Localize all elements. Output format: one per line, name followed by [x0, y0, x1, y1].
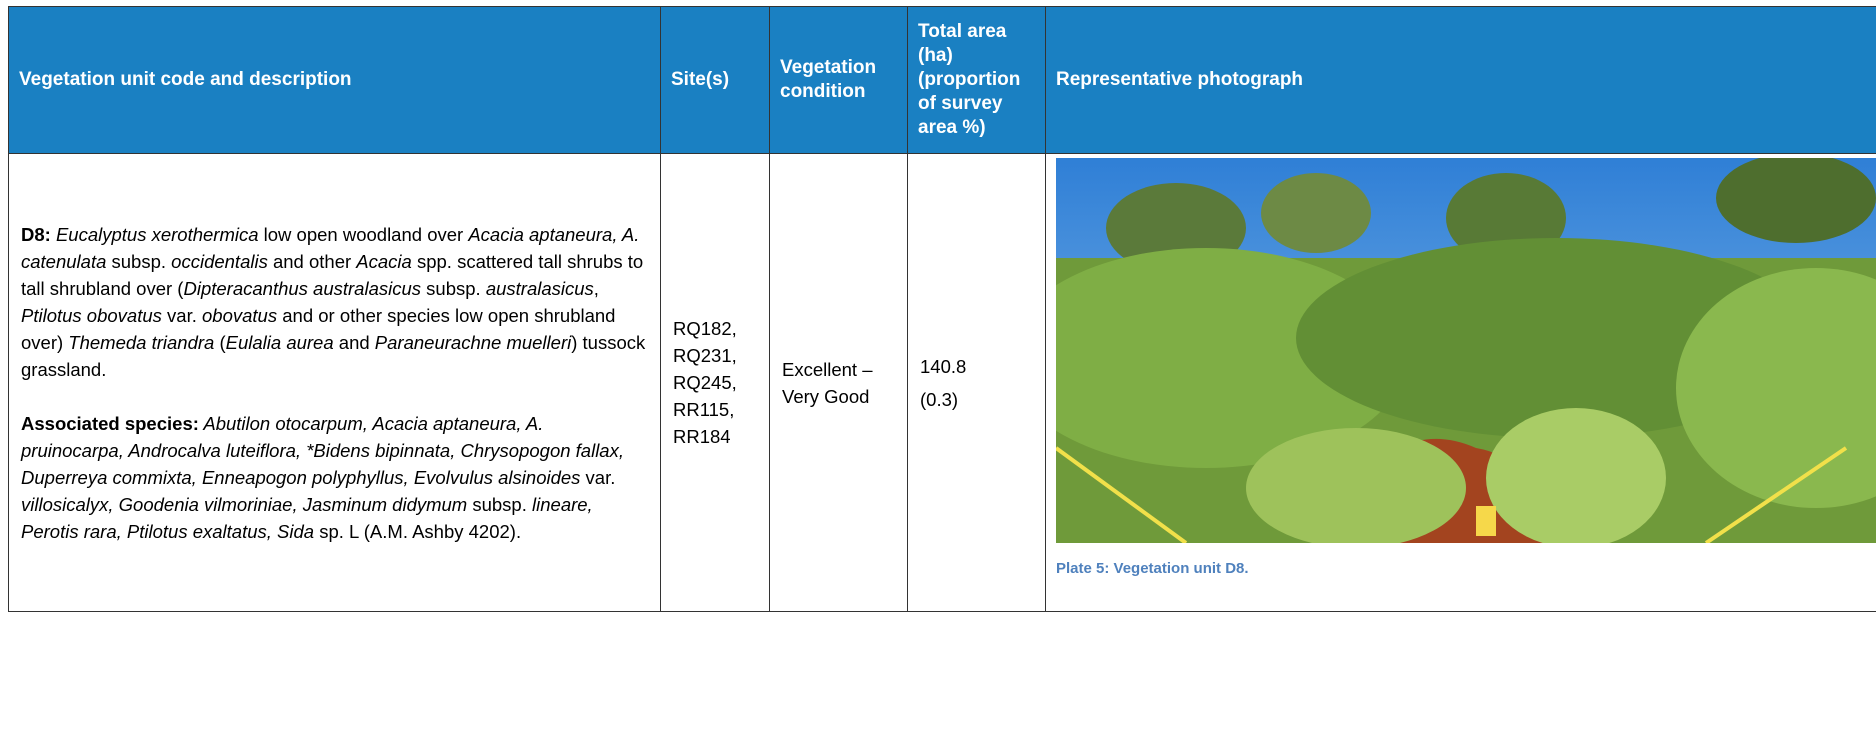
photograph: [1056, 158, 1876, 543]
text-run: Associated species:: [21, 412, 199, 434]
header-text: Vegetation condition: [780, 57, 877, 102]
paragraph: D8: Eucalyptus xerothermica low open woo…: [21, 221, 648, 383]
text-run: Abutilon otocarpum, Acacia aptaneura, A.…: [21, 412, 624, 488]
text-run: Eucalyptus xerothermica: [50, 223, 259, 245]
condition-cell: Excellent – Very Good: [770, 154, 908, 612]
text-run: (: [214, 331, 226, 353]
text-run: Acacia: [356, 250, 412, 272]
header-text: Site(s): [671, 69, 730, 90]
header-text: Representative photograph: [1056, 69, 1304, 90]
text-run: lineare, Perotis rara, Ptilotus exaltatu…: [21, 493, 593, 542]
site: RR115,: [673, 399, 735, 420]
header-cell: Representative photograph: [1046, 6, 1876, 154]
text-run: ,: [593, 277, 599, 299]
text-run: Paraneurachne muelleri: [374, 331, 572, 353]
text-run: subsp.: [467, 493, 533, 515]
site: RQ182,: [673, 318, 737, 339]
text-run: and: [333, 331, 375, 353]
site: RR184: [673, 426, 731, 447]
site: RQ245,: [673, 372, 737, 393]
text-run: occidentalis: [171, 250, 268, 272]
text-run: low open woodland over: [258, 223, 469, 245]
photo-cell: Plate 5: Vegetation unit D8.: [1046, 154, 1876, 612]
text-run: Dipteracanthus australasicus: [183, 277, 422, 299]
paragraph: Associated species: Abutilon otocarpum, …: [21, 410, 648, 545]
text-run: var.: [161, 304, 203, 326]
text-run: australasicus: [485, 277, 594, 299]
header-cell: Vegetation unit code and description: [8, 6, 661, 154]
text-run: subsp.: [421, 277, 486, 299]
header-text: Vegetation unit code and description: [19, 69, 352, 90]
header-cell: Site(s): [661, 6, 770, 154]
area-cell: 140.8 (0.3): [908, 154, 1046, 612]
text-run: var.: [580, 466, 616, 488]
site: RQ231,: [673, 345, 737, 366]
text-run: subsp.: [106, 250, 172, 272]
text-run: villosicalyx, Goodenia vilmoriniae, Jasm…: [21, 493, 468, 515]
header-cell: Total area (ha) (proportion of survey ar…: [908, 6, 1046, 154]
text-run: Acacia aptaneura, A. catenulata: [21, 223, 640, 272]
caption: Plate 5: Vegetation unit D8.: [1056, 560, 1249, 577]
text-run: spp. scattered tall shrubs to tall shrub…: [21, 250, 644, 299]
area: 140.8: [920, 355, 967, 377]
text-run: ) tussock grassland.: [21, 331, 646, 380]
text-run: and other: [267, 250, 357, 272]
sites-cell: RQ182, RQ231, RQ245, RR115, RR184: [661, 154, 770, 612]
text-run: sp. L (A.M. Ashby 4202).: [314, 520, 522, 542]
description-cell: D8: Eucalyptus xerothermica low open woo…: [8, 154, 661, 612]
text-run: Eulalia aurea: [225, 331, 334, 353]
text-run: and or other species low open shrubland …: [21, 304, 616, 353]
text-run: obovatus: [202, 304, 278, 326]
condition: Excellent – Very Good: [782, 358, 873, 407]
proportion: (0.3): [920, 388, 959, 410]
text-run: Themeda triandra: [68, 331, 215, 353]
header-cell: Vegetation condition: [770, 6, 908, 154]
text-run: D8:: [21, 223, 51, 245]
header-text: Total area (ha) (proportion of survey ar…: [918, 21, 1021, 138]
text-run: Ptilotus obovatus: [21, 304, 162, 326]
